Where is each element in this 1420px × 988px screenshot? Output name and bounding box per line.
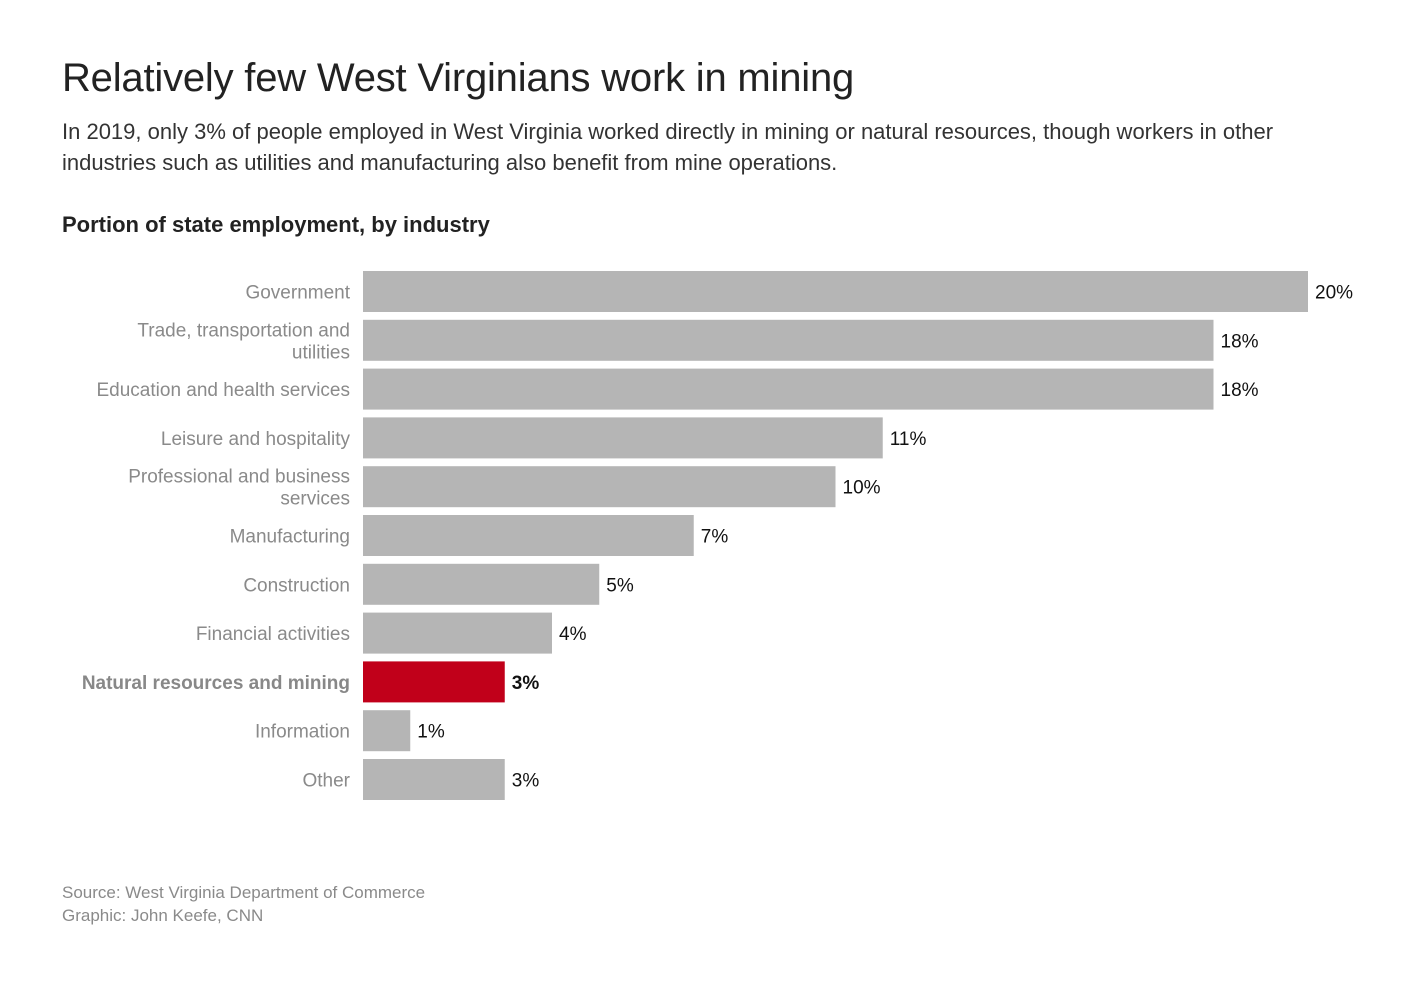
source-note: Source: West Virginia Department of Comm… xyxy=(62,883,426,902)
bar xyxy=(363,759,505,800)
graphic-credit: Graphic: John Keefe, CNN xyxy=(62,906,264,925)
category-label: Government xyxy=(245,283,350,304)
bar-chart: 20% Government 18% Trade, transportation an… xyxy=(82,271,1353,800)
bar xyxy=(363,466,836,508)
value-label: 3% xyxy=(512,673,540,694)
category-label: Construction xyxy=(243,575,350,596)
category-label: Manufacturing xyxy=(230,527,350,548)
category-label: Other xyxy=(302,771,350,792)
bar xyxy=(363,563,600,605)
bar xyxy=(363,710,411,752)
value-label: 18% xyxy=(1221,331,1259,352)
value-label: 3% xyxy=(512,771,540,792)
footer: Source: West Virginia Department of Comm… xyxy=(62,881,425,927)
category-label: Natural resources and mining xyxy=(82,673,350,694)
value-label: 5% xyxy=(606,575,634,596)
value-label: 7% xyxy=(701,527,729,548)
bar xyxy=(363,515,694,556)
category-label: Information xyxy=(255,722,350,743)
bar xyxy=(363,612,552,654)
category-label: Professional and business services xyxy=(128,467,350,510)
value-label: 11% xyxy=(890,429,927,450)
category-label: Financial activities xyxy=(196,624,350,645)
bar xyxy=(363,417,883,459)
value-label: 10% xyxy=(843,478,881,499)
chart-subtitle: In 2019, only 3% of people employed in W… xyxy=(62,119,1274,175)
category-label: Leisure and hospitality xyxy=(161,429,351,450)
category-label: Education and health services xyxy=(97,380,351,401)
bar-highlight xyxy=(363,661,505,703)
value-label: 1% xyxy=(417,722,445,743)
chart-title: Relatively few West Virginians work in m… xyxy=(62,56,855,100)
chart-heading: Portion of state employment, by industry xyxy=(62,212,490,237)
bar xyxy=(363,271,1308,312)
value-label: 4% xyxy=(559,624,587,645)
value-label: 20% xyxy=(1315,283,1353,304)
value-label: 18% xyxy=(1221,380,1259,401)
bar xyxy=(363,368,1214,410)
category-label: Trade, transportation and utilities xyxy=(137,320,350,363)
bar xyxy=(363,319,1214,361)
